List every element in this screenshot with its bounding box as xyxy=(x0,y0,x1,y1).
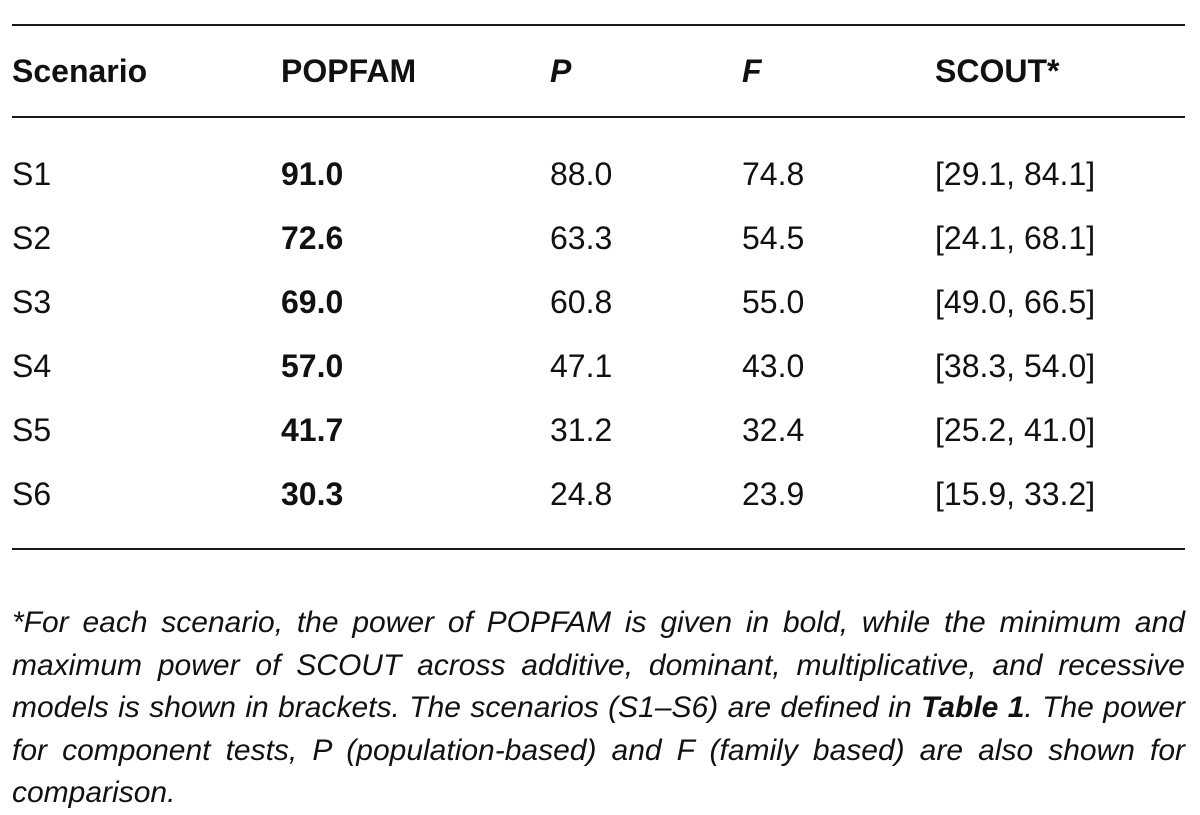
cell-scout: [15.9, 33.2] xyxy=(935,475,1096,512)
table-footnote: *For each scenario, the power of POPFAM … xyxy=(12,602,1185,815)
cell-scout: [49.0, 66.5] xyxy=(935,283,1096,320)
header-f: F xyxy=(742,52,762,89)
cell-p: 31.2 xyxy=(550,411,613,448)
header-popfam: POPFAM xyxy=(281,52,417,89)
cell-scenario: S6 xyxy=(12,475,52,512)
cell-scenario: S1 xyxy=(12,155,52,192)
cell-popfam: 41.7 xyxy=(281,411,344,448)
cell-scout: [24.1, 68.1] xyxy=(935,219,1096,256)
cell-popfam: 30.3 xyxy=(281,475,344,512)
header-row: Scenario POPFAM P F SCOUT* xyxy=(12,26,1185,116)
cell-f: 23.9 xyxy=(742,475,805,512)
table-row: S1 91.0 88.0 74.8 [29.1, 84.1] xyxy=(12,116,1185,206)
table-header-rule xyxy=(12,116,1185,118)
table-bottom-rule xyxy=(12,548,1185,550)
cell-f: 32.4 xyxy=(742,411,805,448)
cell-popfam: 57.0 xyxy=(281,347,344,384)
cell-popfam: 91.0 xyxy=(281,155,344,192)
cell-scenario: S2 xyxy=(12,219,52,256)
footnote-table-reference-link[interactable]: Table 1 xyxy=(921,691,1025,724)
cell-f: 55.0 xyxy=(742,283,805,320)
cell-p: 47.1 xyxy=(550,347,613,384)
cell-popfam: 72.6 xyxy=(281,219,344,256)
header-p: P xyxy=(550,52,572,89)
table-header: Scenario POPFAM P F SCOUT* xyxy=(12,26,1185,116)
cell-scout: [25.2, 41.0] xyxy=(935,411,1096,448)
table-row: S2 72.6 63.3 54.5 [24.1, 68.1] xyxy=(12,206,1185,270)
cell-scout: [29.1, 84.1] xyxy=(935,155,1096,192)
cell-scenario: S5 xyxy=(12,411,52,448)
cell-popfam: 69.0 xyxy=(281,283,344,320)
table-body: S1 91.0 88.0 74.8 [29.1, 84.1] S2 72.6 6… xyxy=(12,116,1185,526)
cell-p: 63.3 xyxy=(550,219,613,256)
cell-f: 43.0 xyxy=(742,347,805,384)
header-scenario: Scenario xyxy=(12,52,148,89)
cell-p: 60.8 xyxy=(550,283,613,320)
table-top-rule xyxy=(12,24,1185,26)
footnote-text-before: *For each scenario, the power of POPFAM … xyxy=(12,606,1185,724)
table-row: S3 69.0 60.8 55.0 [49.0, 66.5] xyxy=(12,270,1185,334)
results-table: Scenario POPFAM P F SCOUT* S1 91.0 88.0 … xyxy=(12,26,1185,526)
table-row: S5 41.7 31.2 32.4 [25.2, 41.0] xyxy=(12,398,1185,462)
cell-f: 54.5 xyxy=(742,219,805,256)
table-row: S4 57.0 47.1 43.0 [38.3, 54.0] xyxy=(12,334,1185,398)
table-row: S6 30.3 24.8 23.9 [15.9, 33.2] xyxy=(12,462,1185,526)
cell-scout: [38.3, 54.0] xyxy=(935,347,1096,384)
cell-p: 88.0 xyxy=(550,155,613,192)
cell-f: 74.8 xyxy=(742,155,805,192)
header-scout: SCOUT* xyxy=(935,52,1060,89)
cell-scenario: S4 xyxy=(12,347,52,384)
cell-p: 24.8 xyxy=(550,475,613,512)
cell-scenario: S3 xyxy=(12,283,52,320)
